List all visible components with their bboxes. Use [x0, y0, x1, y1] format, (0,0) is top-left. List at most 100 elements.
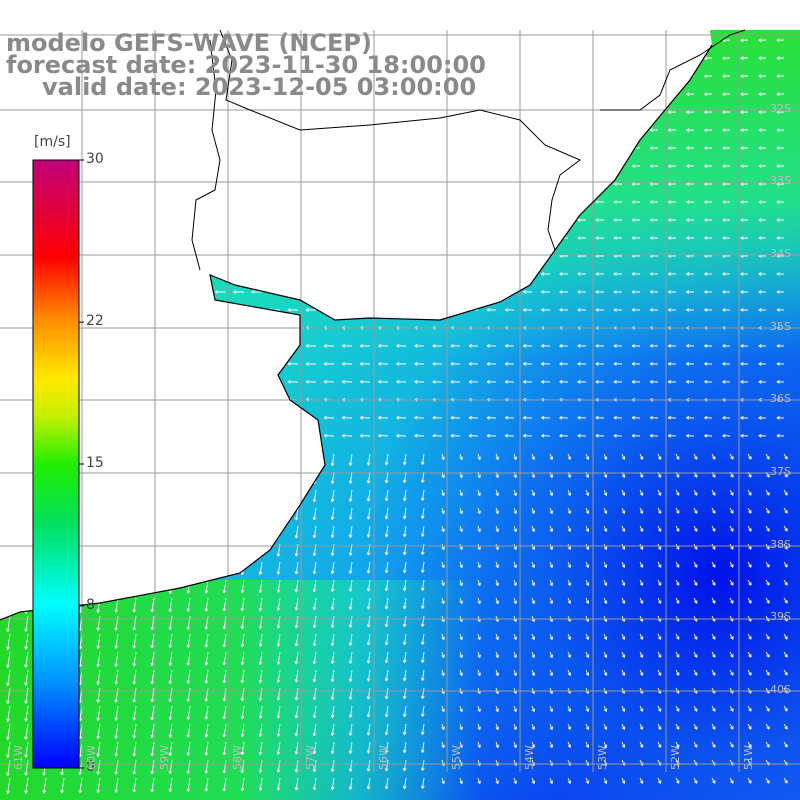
- wind-arrow-head: [341, 381, 346, 384]
- wind-arrow-head: [396, 111, 400, 114]
- wind-arrow-head: [323, 183, 327, 186]
- wind-arrow-head: [595, 110, 599, 113]
- wind-arrow-head: [96, 537, 99, 541]
- wind-arrow-head: [450, 183, 454, 186]
- wind-arrow-head: [367, 552, 371, 556]
- wind-arrow: [477, 579, 481, 586]
- wind-arrow-head: [70, 146, 74, 149]
- wind-arrow-head: [178, 200, 183, 203]
- wind-arrow: [25, 651, 29, 668]
- wind-arrow-head: [205, 464, 209, 468]
- wind-arrow-head: [313, 517, 317, 521]
- wind-arrow: [421, 615, 425, 627]
- wind-arrow-head: [197, 345, 201, 348]
- wind-arrow-head: [360, 110, 364, 113]
- wind-arrow-head: [523, 57, 527, 61]
- wind-arrow-head: [305, 111, 309, 114]
- wind-arrow-head: [178, 273, 183, 276]
- wind-arrow: [349, 633, 353, 646]
- wind-arrow-head: [758, 39, 762, 43]
- wind-arrow-head: [668, 57, 672, 61]
- wind-arrow-head: [396, 236, 400, 239]
- wind-arrow-head: [287, 110, 291, 113]
- wind-arrow-head: [233, 201, 237, 204]
- wind-arrow-head: [160, 309, 164, 312]
- wind-arrow: [421, 579, 425, 591]
- wind-arrow-head: [758, 345, 762, 348]
- wind-arrow-head: [7, 719, 10, 722]
- wind-arrow: [459, 507, 463, 514]
- wind-arrow-head: [422, 713, 425, 717]
- wind-arrow-head: [559, 309, 563, 312]
- wind-arrow-head: [7, 629, 10, 632]
- wind-arrow-head: [168, 518, 171, 522]
- wind-arrow: [151, 687, 155, 702]
- wind-arrow: [349, 561, 353, 574]
- wind-arrow-head: [414, 219, 418, 222]
- wind-arrow-head: [70, 128, 74, 131]
- wind-arrow-head: [758, 417, 762, 420]
- wind-arrow-head: [251, 344, 255, 347]
- wind-arrow-head: [559, 75, 563, 79]
- wind-arrow: [7, 471, 11, 488]
- wind-arrow: [97, 687, 101, 703]
- wind-arrow-head: [305, 363, 309, 366]
- wind-arrow-head: [15, 111, 20, 115]
- wind-arrow: [711, 651, 716, 658]
- wind-arrow: [97, 489, 101, 505]
- wind-arrow-head: [414, 200, 418, 203]
- wind-arrow-head: [277, 643, 281, 647]
- wind-arrow-head: [341, 219, 346, 222]
- wind-arrow-head: [197, 273, 201, 276]
- wind-arrow-head: [776, 75, 780, 78]
- wind-arrow: [567, 651, 571, 658]
- wind-arrow-head: [258, 481, 261, 485]
- wind-arrow-head: [240, 463, 243, 467]
- wind-arrow-head: [378, 309, 382, 312]
- wind-arrow-head: [686, 74, 690, 77]
- wind-arrow-head: [178, 237, 183, 240]
- wind-arrow: [513, 561, 517, 568]
- wind-arrow-head: [595, 93, 599, 96]
- wind-arrow: [675, 561, 680, 568]
- wind-arrow-head: [422, 641, 425, 645]
- wind-arrow-head: [577, 237, 581, 240]
- wind-arrow-head: [215, 308, 219, 311]
- wind-arrow-head: [523, 111, 527, 114]
- wind-arrow: [441, 597, 445, 604]
- wind-arrow: [7, 651, 11, 668]
- wind-arrow-head: [414, 291, 418, 294]
- wind-arrow: [277, 489, 281, 503]
- wind-arrow-head: [88, 236, 92, 239]
- wind-arrow-head: [233, 164, 237, 167]
- wind-arrow-head: [541, 111, 545, 114]
- wind-arrow-head: [88, 415, 92, 419]
- wind-arrow-head: [704, 129, 708, 132]
- wind-arrow-head: [432, 129, 436, 132]
- wind-arrow-head: [187, 608, 191, 612]
- wind-arrow-head: [631, 345, 635, 348]
- wind-arrow-head: [461, 582, 463, 586]
- wind-arrow-head: [305, 415, 309, 419]
- wind-arrow-head: [414, 182, 418, 185]
- wind-arrow: [765, 453, 770, 460]
- wind-arrow-head: [241, 590, 245, 594]
- wind-arrow-head: [276, 481, 279, 485]
- wind-arrow-head: [497, 510, 499, 514]
- wind-arrow-head: [7, 467, 10, 470]
- wind-arrow-head: [0, 92, 1, 95]
- wind-arrow-head: [523, 381, 527, 384]
- wind-arrow-head: [277, 589, 281, 593]
- wind-arrow-head: [7, 611, 10, 614]
- wind-arrow-head: [422, 497, 425, 501]
- wind-arrow: [169, 453, 173, 468]
- wind-arrow-head: [114, 465, 117, 469]
- wind-arrow-head: [114, 537, 117, 541]
- wind-arrow-head: [631, 129, 635, 132]
- wind-arrow: [585, 525, 589, 532]
- wind-arrow-head: [205, 716, 209, 720]
- wind-arrow-head: [504, 165, 509, 168]
- wind-arrow-head: [178, 219, 183, 222]
- wind-arrow-head: [168, 482, 171, 486]
- wind-arrow-head: [649, 111, 654, 114]
